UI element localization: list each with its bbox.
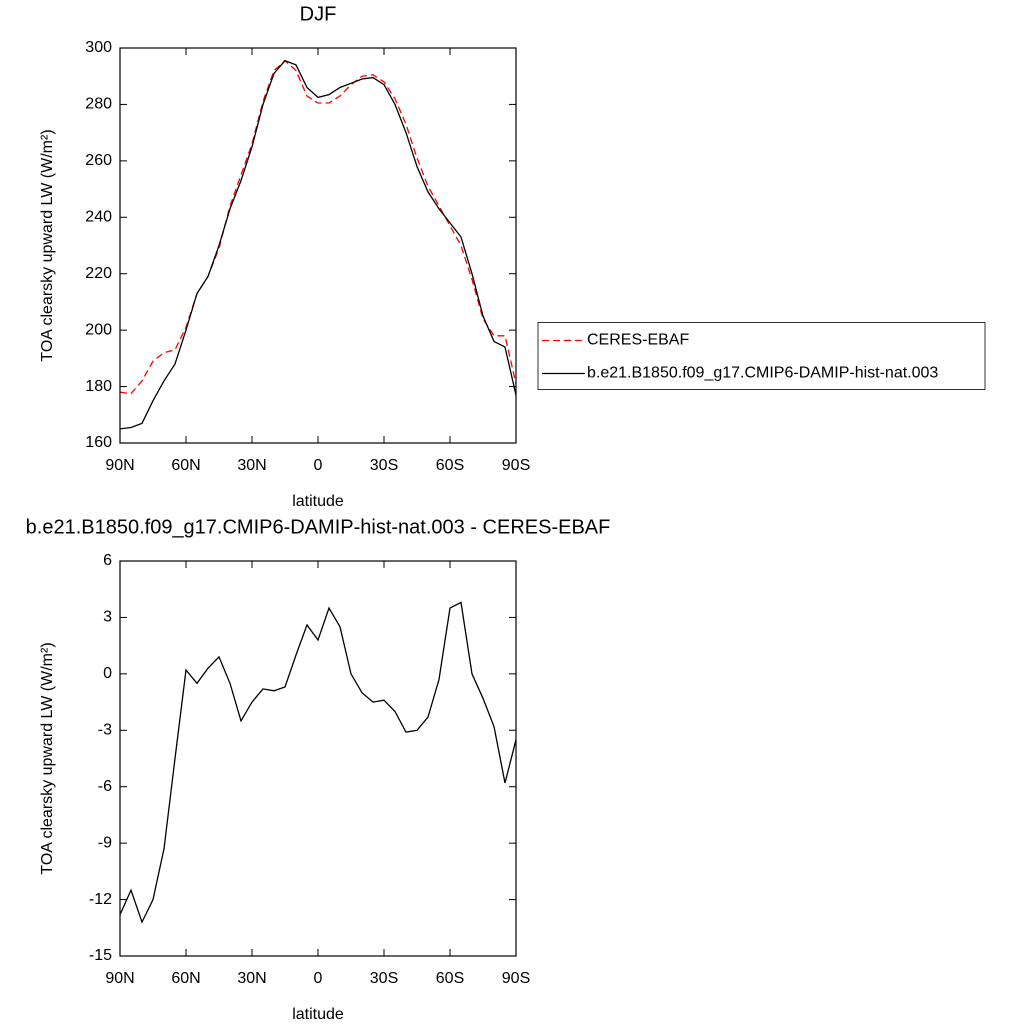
x-tick-label: 30S: [370, 457, 398, 474]
x-tick-label: 30N: [237, 457, 266, 474]
y-tick-label: 6: [103, 552, 112, 569]
y-tick-label: 300: [85, 39, 112, 56]
data-line: [119, 601, 517, 924]
chart-title: b.e21.B1850.f09_g17.CMIP6-DAMIP-hist-nat…: [26, 516, 611, 538]
x-axis-label: latitude: [292, 1006, 344, 1023]
y-tick-label: 180: [85, 378, 112, 395]
y-tick-label: -6: [98, 778, 112, 795]
y-tick-label: 160: [85, 434, 112, 451]
y-tick-label: 200: [85, 321, 112, 338]
x-tick-label: 90N: [105, 457, 134, 474]
y-tick-label: -12: [89, 891, 112, 908]
x-tick-label: 0: [314, 457, 323, 474]
x-tick-label: 60S: [436, 457, 464, 474]
y-tick-label: 220: [85, 265, 112, 282]
legend-box: [537, 322, 986, 390]
y-tick-label: 3: [103, 609, 112, 626]
y-tick-label: 240: [85, 209, 112, 226]
legend-label: b.e21.B1850.f09_g17.CMIP6-DAMIP-hist-nat…: [587, 365, 938, 382]
y-axis-label: TOA clearsky upward LW (W/m²): [39, 642, 56, 874]
y-axis-label: TOA clearsky upward LW (W/m²): [39, 129, 56, 361]
plot-frame: [119, 47, 517, 444]
y-tick-label: -15: [89, 947, 112, 964]
y-tick-label: 260: [85, 152, 112, 169]
x-tick-label: 30N: [237, 970, 266, 987]
y-tick-label: -3: [98, 722, 112, 739]
chart-title: DJF: [300, 3, 337, 25]
x-axis-label: latitude: [292, 493, 344, 510]
x-tick-label: 60N: [171, 970, 200, 987]
legend-label: CERES-EBAF: [587, 332, 689, 349]
x-tick-label: 90S: [502, 457, 530, 474]
y-tick-label: -9: [98, 834, 112, 851]
y-tick-label: 280: [85, 96, 112, 113]
x-tick-label: 90S: [502, 970, 530, 987]
x-tick-label: 90N: [105, 970, 134, 987]
x-tick-label: 60S: [436, 970, 464, 987]
x-tick-label: 0: [314, 970, 323, 987]
x-tick-label: 30S: [370, 970, 398, 987]
data-line: [119, 59, 517, 395]
y-tick-label: 0: [103, 665, 112, 682]
x-tick-label: 60N: [171, 457, 200, 474]
data-line: [119, 59, 517, 430]
plot-frame: [119, 560, 517, 957]
